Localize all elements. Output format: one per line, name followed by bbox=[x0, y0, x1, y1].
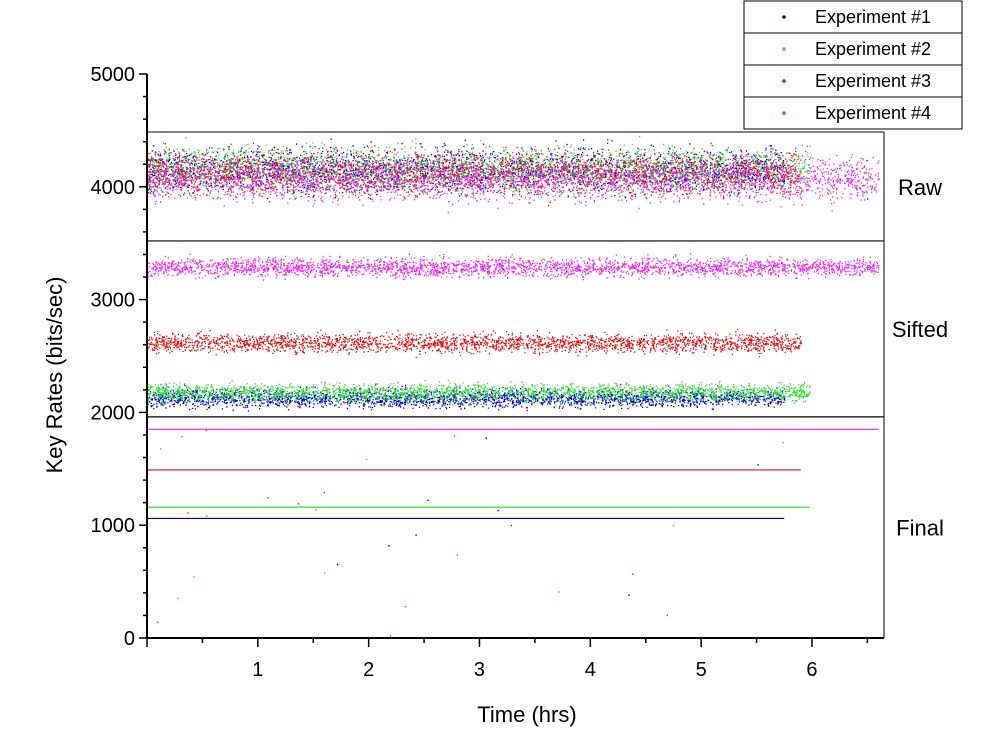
region-label: Raw bbox=[898, 175, 942, 200]
y-axis-title: Key Rates (bits/sec) bbox=[42, 277, 67, 474]
plot-frame bbox=[147, 131, 885, 638]
legend-entry-box bbox=[743, 64, 963, 98]
x-tick-label: 5 bbox=[696, 659, 707, 681]
y-tick-label: 3000 bbox=[91, 290, 136, 312]
series-point-cloud bbox=[147, 135, 811, 600]
x-tick-label: 4 bbox=[585, 659, 596, 681]
legend-marker bbox=[782, 15, 786, 19]
series-point-cloud bbox=[147, 145, 880, 637]
series-point-cloud bbox=[147, 138, 786, 596]
x-tick-label: 3 bbox=[474, 659, 485, 681]
y-tick-label: 5000 bbox=[91, 64, 136, 86]
x-axis-title: Time (hrs) bbox=[477, 702, 576, 727]
y-tick-label: 1000 bbox=[91, 515, 136, 537]
region-labels: Raw Sifted Final bbox=[892, 175, 948, 541]
x-tick-label: 2 bbox=[363, 659, 374, 681]
series-points bbox=[147, 138, 786, 596]
x-tick-label: 1 bbox=[252, 659, 263, 681]
legend-label: Experiment #2 bbox=[815, 39, 931, 59]
legend: Experiment #1 Experiment #2 Experiment #3 E… bbox=[743, 0, 963, 130]
legend-entry-box bbox=[743, 32, 963, 66]
series-points bbox=[147, 142, 802, 623]
series-points bbox=[147, 135, 811, 600]
x-tick-label: 6 bbox=[806, 659, 817, 681]
legend-label: Experiment #4 bbox=[815, 103, 931, 123]
series-point-cloud bbox=[147, 142, 802, 623]
region-label: Sifted bbox=[892, 317, 948, 342]
y-tick-label: 4000 bbox=[91, 177, 136, 199]
legend-label: Experiment #3 bbox=[815, 71, 931, 91]
axes: 0 1000 2000 3000 4000 5000 1 2 3 4 5 6 bbox=[91, 64, 884, 681]
legend-marker bbox=[782, 47, 786, 51]
y-tick-label: 0 bbox=[124, 628, 135, 650]
legend-label: Experiment #1 bbox=[815, 7, 931, 27]
legend-marker bbox=[782, 79, 786, 83]
region-label: Final bbox=[896, 515, 944, 540]
legend-entry-box bbox=[743, 96, 963, 130]
y-tick-label: 2000 bbox=[91, 402, 136, 424]
legend-marker bbox=[782, 111, 786, 115]
final-rate-lines bbox=[147, 428, 879, 520]
series-points bbox=[147, 145, 880, 637]
scatter-points bbox=[147, 135, 880, 637]
legend-entry-box bbox=[743, 0, 963, 34]
